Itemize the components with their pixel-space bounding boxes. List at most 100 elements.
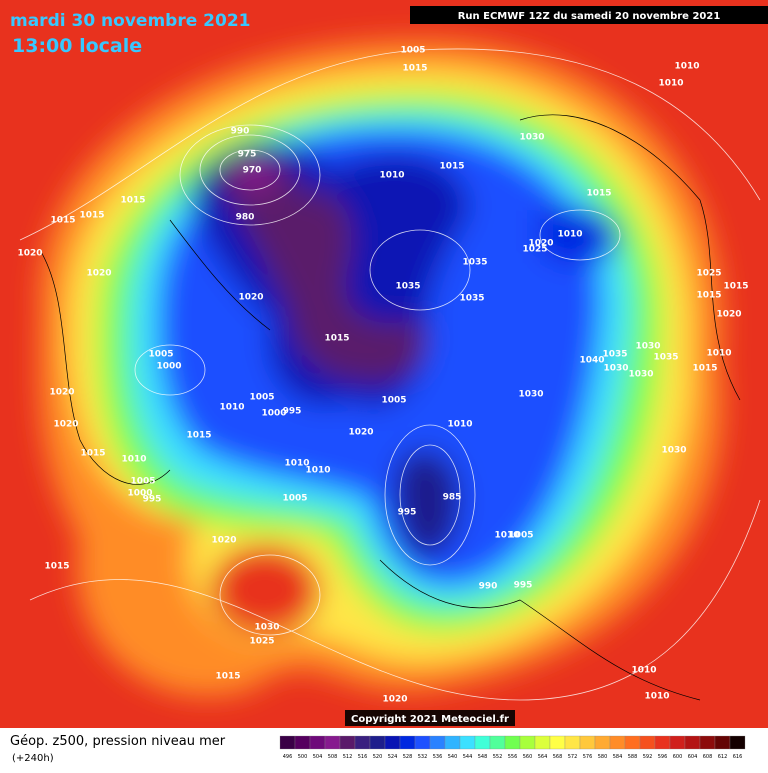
scale-swatch	[414, 735, 431, 750]
scale-label: 532	[418, 754, 428, 760]
scale-swatch	[474, 735, 491, 750]
scale-label: 548	[478, 754, 488, 760]
scale-swatch	[384, 735, 401, 750]
isobar-label: 995	[514, 581, 533, 591]
isobar-label: 1015	[692, 364, 717, 374]
isobar-label: 1030	[518, 390, 543, 400]
scale-swatch	[729, 735, 746, 750]
isobar-label: 1030	[519, 133, 544, 143]
isobar-label: 1010	[658, 79, 683, 89]
isobar-label: 1020	[348, 428, 373, 438]
isobar-label: 1035	[602, 350, 627, 360]
scale-swatch	[399, 735, 416, 750]
isobar-label: 1010	[379, 171, 404, 181]
isobar-label: 1015	[50, 216, 75, 226]
scale-label: 604	[688, 754, 698, 760]
scale-label: 516	[358, 754, 368, 760]
isobar-label: 1015	[120, 196, 145, 206]
isobar-label: 1020	[716, 310, 741, 320]
isobar-label: 1035	[395, 282, 420, 292]
scale-swatch	[654, 735, 671, 750]
date-title: mardi 30 novembre 2021	[10, 11, 250, 31]
scale-label: 596	[658, 754, 668, 760]
isobar-label: 1030	[628, 370, 653, 380]
isobar-label: 1005	[130, 477, 155, 487]
run-info: Run ECMWF 12Z du samedi 20 novembre 2021	[458, 11, 721, 22]
isobar-label: 1015	[586, 189, 611, 199]
scale-label: 588	[628, 754, 638, 760]
isobar-label: 1020	[17, 249, 42, 259]
scale-swatch	[699, 735, 716, 750]
scale-swatch	[714, 735, 731, 750]
isobar-label: 1015	[723, 282, 748, 292]
scale-swatch	[429, 735, 446, 750]
isobar-label: 980	[236, 213, 255, 223]
isobar-label: 1005	[381, 396, 406, 406]
scale-label: 536	[433, 754, 443, 760]
scale-swatch	[504, 735, 521, 750]
isobar-label: 1025	[696, 269, 721, 279]
scale-label: 528	[403, 754, 413, 760]
isobar-label: 995	[283, 407, 302, 417]
scale-swatch	[339, 735, 356, 750]
isobar-label: 990	[479, 582, 498, 592]
isobar-label: 1010	[644, 692, 669, 702]
isobar-label: 1030	[603, 364, 628, 374]
scale-swatch	[639, 735, 656, 750]
isobar-label: 1020	[49, 388, 74, 398]
scale-label: 580	[598, 754, 608, 760]
isobar-label: 1000	[261, 409, 286, 419]
scale-label: 568	[553, 754, 563, 760]
scale-swatch	[564, 735, 581, 750]
isobar-label: 1000	[156, 362, 181, 372]
isobar-label: 1015	[324, 334, 349, 344]
scale-label: 612	[718, 754, 728, 760]
isobar-label: 1020	[238, 293, 263, 303]
scale-swatch	[549, 735, 566, 750]
scale-label: 508	[328, 754, 338, 760]
scale-label: 544	[463, 754, 473, 760]
scale-label: 576	[583, 754, 593, 760]
scale-swatch	[609, 735, 626, 750]
isobar-label: 1005	[249, 393, 274, 403]
color-scale: 496 500 504 508 512 516 520 524 528 532 536 540 544 5…	[279, 735, 746, 760]
scale-label: 600	[673, 754, 683, 760]
isobars	[19, 48, 761, 701]
isobar-label: 1015	[79, 211, 104, 221]
isobar-label: 990	[231, 127, 250, 137]
scale-label: 608	[703, 754, 713, 760]
isobar-label: 1035	[462, 258, 487, 268]
scale-swatch	[294, 735, 311, 750]
scale-label: 524	[388, 754, 398, 760]
scale-swatch	[459, 735, 476, 750]
isobar-label: 995	[143, 495, 162, 505]
scale-swatch	[684, 735, 701, 750]
isobar-label: 1005	[400, 46, 425, 56]
isobar-label: 1010	[494, 531, 519, 541]
isobar-label: 1015	[215, 672, 240, 682]
run-banner	[410, 6, 768, 24]
scale-label: 572	[568, 754, 578, 760]
scale-swatch	[579, 735, 596, 750]
isobar-label: 1040	[579, 356, 604, 366]
isobar-label: 970	[243, 166, 262, 176]
isobar-label: 1010	[284, 459, 309, 469]
scale-swatch	[444, 735, 461, 750]
scale-swatch	[669, 735, 686, 750]
isobar-label: 1020	[382, 695, 407, 705]
scale-swatch	[309, 735, 326, 750]
geopotential-field	[39, 40, 723, 697]
isobar-label: 1015	[696, 291, 721, 301]
isobar-label: 1015	[402, 64, 427, 74]
scale-label: 584	[613, 754, 623, 760]
isobar-label: 1015	[44, 562, 69, 572]
isobar-label: 1010	[305, 466, 330, 476]
isobar-label: 1015	[439, 162, 464, 172]
isobar-label: 1015	[186, 431, 211, 441]
scale-label: 592	[643, 754, 653, 760]
caption: Géop. z500, pression niveau mer	[10, 734, 226, 749]
isobar-label: 1010	[631, 666, 656, 676]
scale-label: 564	[538, 754, 548, 760]
